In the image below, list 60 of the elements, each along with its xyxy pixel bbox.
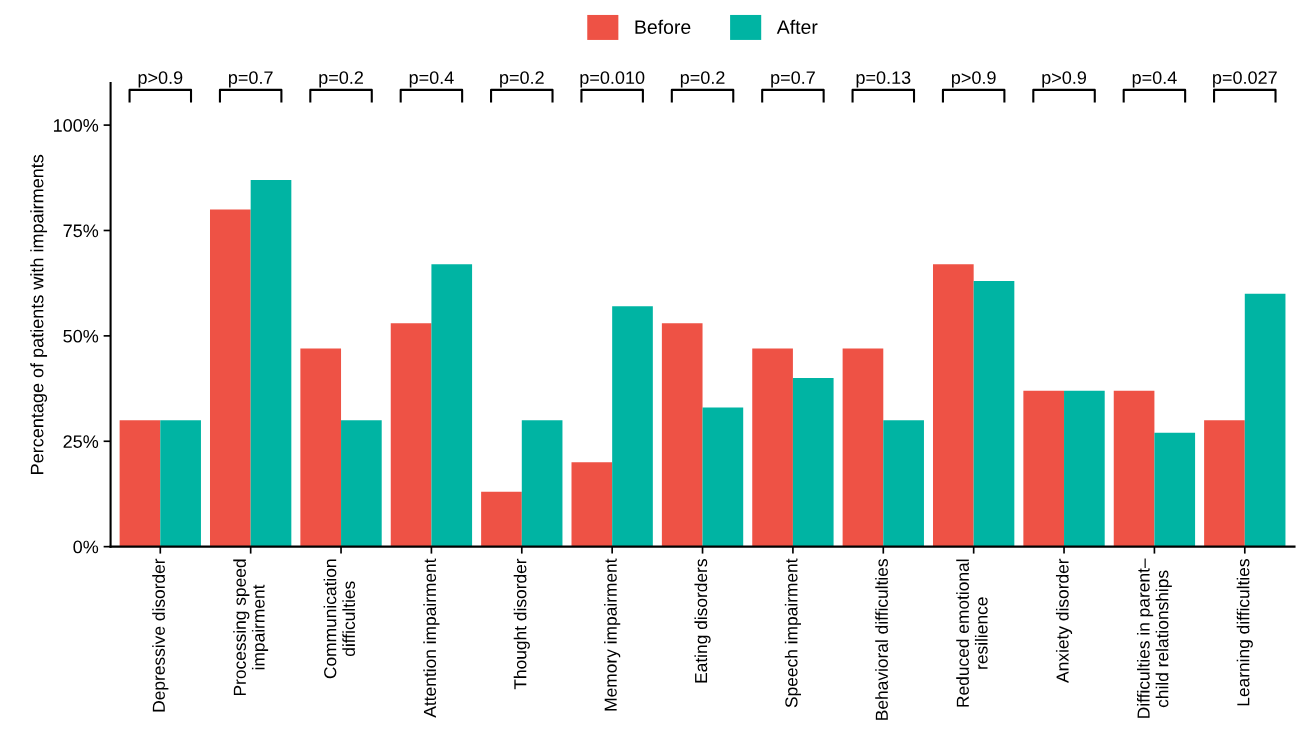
bar [1064, 390, 1105, 547]
annotation: p>0.9 [951, 71, 996, 88]
y-tick-label: 100% [53, 119, 99, 132]
annotation: p=0.4 [409, 71, 454, 88]
bar [883, 420, 924, 547]
bar [571, 462, 613, 547]
bar [612, 306, 653, 547]
x-tick-label: Memory impairment [604, 558, 621, 711]
bar [842, 348, 884, 547]
legend-label: After [776, 19, 818, 34]
annotation: p>0.9 [138, 71, 183, 88]
bar [390, 323, 432, 547]
annotation: p=0.7 [771, 71, 815, 88]
bar [973, 281, 1015, 547]
x-tick-label: Depressive disorder [152, 558, 169, 712]
x-tick-label: Speech impairment [784, 558, 802, 708]
annotation: p=0.13 [856, 71, 911, 88]
x-tick-label: Thought disorder [513, 558, 530, 690]
annotation: p=0.010 [580, 71, 645, 88]
bar [250, 179, 292, 547]
annotation: p=0.2 [500, 71, 544, 88]
x-tick-label: Communication difficulties [323, 559, 356, 679]
bar [431, 264, 473, 547]
annotation: p=0.2 [680, 71, 725, 88]
x-tick-label: Anxiety disorder [1055, 558, 1073, 683]
bar [300, 348, 342, 547]
annotation: p=0.4 [1132, 71, 1177, 88]
x-tick-label: Attention impairment [423, 558, 440, 718]
bar [792, 378, 834, 547]
legend-label: Before [635, 19, 691, 34]
x-tick-label: Learning difficulties [1236, 559, 1253, 706]
y-axis-title: Percentage of patients with impairments [30, 154, 48, 474]
x-tick-label: Eating disorders [694, 559, 711, 683]
x-tick-label: Reduced emotional resilience [956, 559, 988, 707]
bar [1154, 432, 1196, 547]
annotation: p=0.2 [319, 71, 363, 88]
y-tick-label: 75% [63, 224, 99, 238]
bar [661, 323, 703, 547]
bar [210, 209, 251, 547]
bar [521, 420, 563, 547]
bar [1023, 390, 1065, 547]
x-tick-label: Difficulties in parent– child relationships [1136, 558, 1172, 718]
bar [119, 420, 161, 547]
annotation: p=0.7 [228, 71, 273, 88]
x-tick-label: Processing speed impairment [233, 559, 269, 696]
y-tick-label: 25% [63, 435, 99, 448]
bar [933, 264, 974, 547]
bar [1113, 390, 1155, 547]
annotation: p=0.027 [1213, 71, 1277, 88]
bar [752, 348, 793, 547]
x-tick-label: Behavioral difficulties [875, 559, 888, 720]
y-tick-label: 50% [63, 329, 99, 343]
bar [160, 420, 201, 547]
bar [1244, 293, 1286, 547]
bar [341, 420, 382, 547]
y-tick-label: 0% [73, 540, 99, 554]
bar [1204, 420, 1245, 547]
annotation: p>0.9 [1042, 71, 1087, 88]
bar [702, 407, 744, 547]
bar [481, 491, 522, 547]
